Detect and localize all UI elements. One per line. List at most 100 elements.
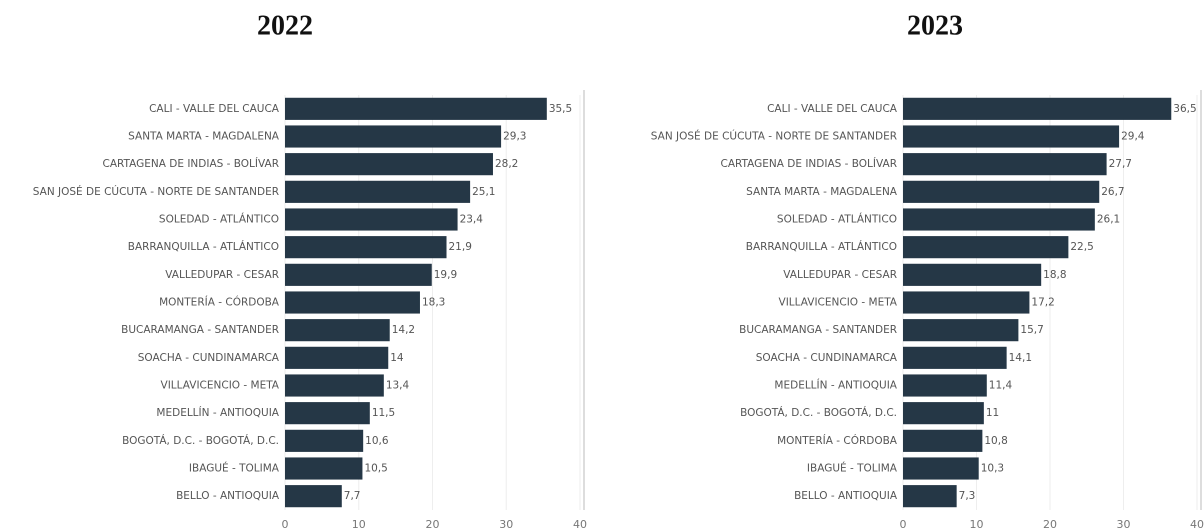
value-label: 11,4 [989,380,1013,392]
value-label: 7,3 [959,490,976,502]
bar [903,319,1019,342]
value-label: 18,3 [422,297,445,309]
value-label: 27,7 [1109,158,1132,170]
bar [903,125,1120,148]
bar [285,485,342,508]
category-label: BARRANQUILLA - ATLÁNTICO [746,240,897,253]
value-label: 13,4 [386,380,410,392]
category-label: BELLO - ANTIOQUIA [794,490,898,502]
value-label: 26,1 [1097,214,1120,226]
value-label: 14,2 [392,324,415,336]
bar [285,374,384,397]
category-label: VALLEDUPAR - CESAR [783,269,897,281]
category-label: SAN JOSÉ DE CÚCUTA - NORTE DE SANTANDER [33,185,279,198]
category-label: MEDELLÍN - ANTIOQUIA [156,406,279,419]
value-label: 25,1 [472,186,495,198]
bar [903,180,1100,203]
category-label: VALLEDUPAR - CESAR [165,269,279,281]
value-label: 7,7 [344,490,361,502]
value-label: 14 [390,352,404,364]
x-tick-label: 30 [1117,518,1131,530]
x-tick-label: 40 [1190,518,1204,530]
value-label: 14,1 [1009,352,1032,364]
bar [903,208,1095,231]
x-tick-label: 10 [352,518,366,530]
value-label: 10,5 [364,463,387,475]
bar [285,236,447,259]
bar [285,429,364,452]
category-label: MEDELLÍN - ANTIOQUIA [774,379,897,392]
bar [903,291,1030,314]
value-label: 22,5 [1070,241,1093,253]
category-label: MONTERÍA - CÓRDOBA [777,434,898,447]
category-label: BUCARAMANGA - SANTANDER [739,324,897,336]
bar [903,263,1042,286]
value-label: 29,4 [1121,131,1145,143]
bar [285,97,547,120]
value-label: 19,9 [434,269,457,281]
category-label: IBAGUÉ - TOLIMA [807,462,898,475]
value-label: 28,2 [495,158,518,170]
category-label: SAN JOSÉ DE CÚCUTA - NORTE DE SANTANDER [651,130,897,143]
x-tick-label: 20 [1043,518,1057,530]
bar [285,125,502,148]
x-tick-label: 40 [573,518,587,530]
value-label: 17,2 [1031,297,1054,309]
bar [285,208,458,231]
bar [903,429,983,452]
category-label: IBAGUÉ - TOLIMA [189,462,280,475]
x-tick-label: 30 [499,518,513,530]
value-label: 26,7 [1101,186,1124,198]
category-label: SOLEDAD - ATLÁNTICO [159,213,279,226]
bar [903,374,987,397]
x-tick-label: 0 [900,518,907,530]
category-label: BUCARAMANGA - SANTANDER [121,324,279,336]
value-label: 35,5 [549,103,572,115]
value-label: 11,5 [372,407,395,419]
bar [903,346,1007,369]
value-label: 10,8 [984,435,1007,447]
bar [903,236,1069,259]
category-label: SANTA MARTA - MAGDALENA [746,186,898,198]
bar [285,291,420,314]
value-label: 10,6 [365,435,389,447]
x-tick-label: 10 [970,518,984,530]
bar [903,153,1107,176]
bar [285,180,471,203]
value-label: 23,4 [460,214,484,226]
category-label: VILLAVICENCIO - META [779,297,898,309]
category-label: BOGOTÁ, D.C. - BOGOTÁ, D.C. [740,406,897,419]
value-label: 11 [986,407,999,419]
category-label: CARTAGENA DE INDIAS - BOLÍVAR [720,157,897,170]
category-label: CARTAGENA DE INDIAS - BOLÍVAR [102,157,279,170]
value-label: 10,3 [981,463,1004,475]
x-tick-label: 0 [282,518,289,530]
bar [903,485,957,508]
bar [285,319,390,342]
bar [285,153,493,176]
value-label: 29,3 [503,131,526,143]
bar [285,402,370,425]
category-label: BELLO - ANTIOQUIA [176,490,280,502]
bar [903,97,1172,120]
category-label: MONTERÍA - CÓRDOBA [159,296,280,309]
category-label: CALI - VALLE DEL CAUCA [149,103,280,115]
category-label: BARRANQUILLA - ATLÁNTICO [128,240,279,253]
bar [285,263,432,286]
category-label: SOLEDAD - ATLÁNTICO [777,213,897,226]
category-label: SOACHA - CUNDINAMARCA [756,352,898,364]
category-label: BOGOTÁ, D.C. - BOGOTÁ, D.C. [122,434,279,447]
value-label: 36,5 [1173,103,1196,115]
category-label: VILLAVICENCIO - META [161,380,280,392]
category-label: SOACHA - CUNDINAMARCA [138,352,280,364]
bar [285,346,389,369]
chart-title: 2023 [907,10,963,41]
category-label: SANTA MARTA - MAGDALENA [128,131,280,143]
bar [903,402,984,425]
chart-title: 2022 [257,10,313,41]
x-tick-label: 20 [426,518,440,530]
bar [903,457,979,480]
value-label: 15,7 [1020,324,1043,336]
category-label: CALI - VALLE DEL CAUCA [767,103,898,115]
